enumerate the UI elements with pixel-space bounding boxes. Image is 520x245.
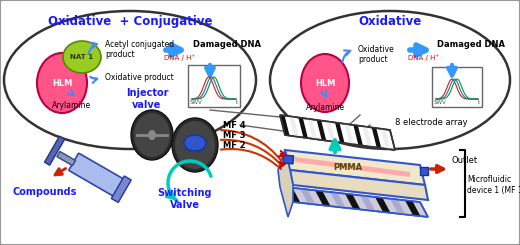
Polygon shape xyxy=(280,115,395,150)
Text: Switching
Valve: Switching Valve xyxy=(158,188,212,210)
Bar xyxy=(420,167,428,175)
Polygon shape xyxy=(317,120,326,141)
Text: NAT 1: NAT 1 xyxy=(70,54,94,60)
Ellipse shape xyxy=(134,113,170,157)
Text: HLM: HLM xyxy=(52,78,72,87)
Text: SWV: SWV xyxy=(434,100,447,105)
Polygon shape xyxy=(375,197,391,213)
Ellipse shape xyxy=(148,130,156,140)
Text: Arylamine: Arylamine xyxy=(53,100,92,110)
Ellipse shape xyxy=(270,11,510,149)
Polygon shape xyxy=(307,119,317,139)
Polygon shape xyxy=(315,190,331,206)
Ellipse shape xyxy=(63,41,101,73)
Text: DNA / H⁺: DNA / H⁺ xyxy=(408,55,439,61)
Text: Microfluidic
device 1 (MF 1): Microfluidic device 1 (MF 1) xyxy=(467,175,520,195)
Text: MF 3: MF 3 xyxy=(223,132,245,140)
Ellipse shape xyxy=(4,11,256,149)
Ellipse shape xyxy=(175,121,215,169)
Text: MF 2: MF 2 xyxy=(223,142,245,150)
Text: Oxidative: Oxidative xyxy=(358,15,422,28)
Ellipse shape xyxy=(301,54,349,112)
Bar xyxy=(45,136,64,165)
Text: t: t xyxy=(478,100,480,105)
Text: Arylamine: Arylamine xyxy=(305,102,345,111)
Text: Oxidative
product: Oxidative product xyxy=(358,45,395,64)
Polygon shape xyxy=(298,118,308,138)
Text: t: t xyxy=(236,100,238,105)
Polygon shape xyxy=(344,124,354,144)
Ellipse shape xyxy=(184,135,206,151)
Polygon shape xyxy=(278,150,293,217)
Text: Damaged DNA: Damaged DNA xyxy=(193,40,261,49)
Polygon shape xyxy=(360,195,375,211)
Polygon shape xyxy=(362,126,372,147)
Polygon shape xyxy=(326,121,335,142)
Text: PMMA: PMMA xyxy=(333,162,362,171)
Text: 8 electrode array: 8 electrode array xyxy=(395,119,467,127)
Polygon shape xyxy=(372,127,381,148)
Text: Acetyl conjugated
product: Acetyl conjugated product xyxy=(105,40,174,59)
Polygon shape xyxy=(280,115,290,136)
Polygon shape xyxy=(285,187,301,203)
Text: Compounds: Compounds xyxy=(13,187,77,197)
Bar xyxy=(57,151,75,166)
Ellipse shape xyxy=(37,53,87,113)
Polygon shape xyxy=(335,122,345,143)
Text: SWV: SWV xyxy=(190,100,203,105)
Polygon shape xyxy=(381,129,391,149)
FancyBboxPatch shape xyxy=(69,153,128,198)
Bar xyxy=(111,176,131,202)
Text: DNA / H⁺: DNA / H⁺ xyxy=(164,55,195,61)
Bar xyxy=(188,65,240,107)
Text: Oxidative product: Oxidative product xyxy=(105,73,174,82)
Bar xyxy=(283,155,294,164)
Bar xyxy=(432,67,482,107)
Polygon shape xyxy=(330,192,345,208)
Polygon shape xyxy=(289,116,299,137)
Polygon shape xyxy=(345,194,360,209)
Text: Outlet: Outlet xyxy=(452,156,478,165)
Polygon shape xyxy=(290,170,428,200)
Text: MF 4: MF 4 xyxy=(223,122,245,131)
Text: HLM: HLM xyxy=(315,78,335,87)
Polygon shape xyxy=(300,189,316,205)
Text: Injector
valve: Injector valve xyxy=(126,88,168,110)
Polygon shape xyxy=(405,200,421,216)
Polygon shape xyxy=(353,125,363,146)
Ellipse shape xyxy=(172,118,218,172)
Polygon shape xyxy=(285,150,425,185)
Text: Damaged DNA: Damaged DNA xyxy=(437,40,505,49)
Text: Oxidative  + Conjugative: Oxidative + Conjugative xyxy=(48,15,212,28)
Polygon shape xyxy=(390,199,406,215)
Polygon shape xyxy=(285,187,428,217)
Ellipse shape xyxy=(131,110,173,160)
Polygon shape xyxy=(295,157,410,177)
